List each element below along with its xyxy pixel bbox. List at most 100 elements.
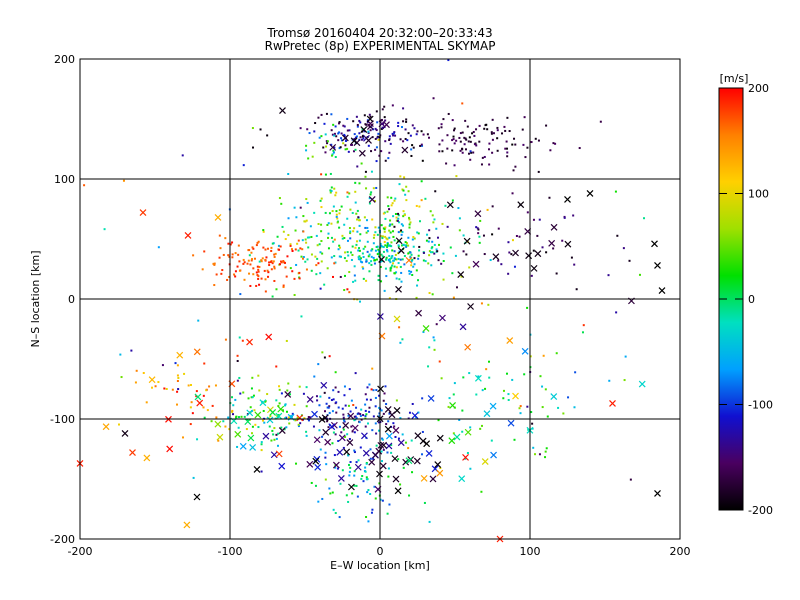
scatter-point: [339, 255, 342, 258]
scatter-point: [402, 466, 405, 469]
scatter-point: [384, 226, 387, 229]
scatter-point: [496, 137, 499, 140]
scatter-cross: [439, 314, 446, 322]
scatter-point: [229, 243, 232, 246]
scatter-cross: [550, 393, 558, 401]
scatter-point: [527, 428, 530, 431]
scatter-point: [573, 406, 576, 409]
scatter-point: [393, 199, 396, 202]
scatter-point: [343, 289, 346, 292]
scatter-point: [375, 389, 378, 392]
scatter-point: [308, 132, 311, 135]
scatter-point: [383, 116, 386, 119]
scatter-point: [377, 274, 380, 277]
scatter-point: [367, 230, 370, 233]
scatter-point: [257, 277, 260, 280]
scatter-point: [320, 240, 323, 243]
scatter-point: [243, 261, 246, 264]
scatter-point: [275, 288, 278, 291]
scatter-point: [320, 173, 323, 176]
scatter-point: [500, 263, 503, 266]
scatter-point: [392, 132, 395, 135]
scatter-point: [511, 378, 514, 381]
scatter-point: [362, 247, 365, 250]
scatter-cross: [139, 209, 147, 217]
scatter-point: [463, 136, 466, 139]
scatter-point: [246, 262, 249, 265]
scatter-point: [286, 410, 289, 413]
scatter-point: [289, 267, 292, 270]
scatter-point: [340, 137, 343, 140]
y-tick-label: -200: [50, 533, 75, 546]
scatter-point: [336, 221, 339, 224]
scatter-cross: [306, 460, 314, 468]
scatter-cross: [183, 521, 191, 529]
scatter-point: [442, 252, 445, 255]
scatter-point: [249, 284, 252, 287]
scatter-point: [458, 217, 461, 220]
scatter-cross: [548, 239, 556, 247]
scatter-point: [458, 229, 461, 232]
scatter-point: [348, 388, 351, 391]
scatter-point: [362, 137, 365, 140]
scatter-point: [333, 238, 336, 241]
scatter-point: [249, 263, 252, 266]
scatter-cross: [507, 419, 515, 427]
scatter-cross: [457, 271, 465, 278]
scatter-point: [355, 406, 358, 409]
scatter-point: [213, 262, 216, 265]
scatter-point: [368, 406, 371, 409]
scatter-point: [462, 250, 465, 253]
scatter-point: [333, 134, 336, 137]
scatter-point: [324, 151, 327, 154]
y-axis-label: N–S location [km]: [29, 250, 42, 347]
scatter-point: [358, 119, 361, 122]
scatter-point: [218, 256, 221, 259]
scatter-point: [408, 411, 411, 414]
scatter-cross: [395, 237, 403, 245]
scatter-point: [277, 414, 280, 417]
scatter-point: [342, 446, 345, 449]
scatter-point: [381, 126, 384, 129]
scatter-point: [250, 396, 253, 399]
scatter-point: [320, 260, 323, 263]
scatter-point: [227, 416, 230, 419]
scatter-cross: [506, 337, 514, 344]
scatter-point: [380, 450, 383, 453]
scatter-point: [505, 372, 508, 375]
scatter-point: [374, 422, 377, 425]
scatter-point: [176, 364, 179, 367]
scatter-point: [464, 119, 467, 122]
scatter-point: [395, 266, 398, 269]
scatter-point: [384, 385, 387, 388]
scatter-point: [402, 189, 405, 192]
scatter-point: [433, 243, 436, 246]
scatter-point: [542, 354, 545, 357]
scatter-point: [415, 269, 418, 272]
scatter-point: [326, 406, 329, 409]
scatter-point: [407, 417, 410, 420]
scatter-point: [453, 164, 456, 167]
scatter-point: [273, 438, 276, 441]
scatter-point: [431, 293, 434, 296]
scatter-point: [360, 138, 363, 141]
scatter-point: [416, 231, 419, 234]
scatter-point: [557, 406, 560, 409]
scatter-point: [257, 374, 260, 377]
scatter-point: [364, 415, 367, 418]
scatter-point: [353, 449, 356, 452]
scatter-point: [368, 113, 371, 116]
scatter-point: [386, 243, 389, 246]
scatter-point: [283, 261, 286, 264]
scatter-point: [304, 238, 307, 241]
scatter-point: [364, 425, 367, 428]
scatter-point: [367, 422, 370, 425]
scatter-point: [325, 145, 328, 148]
scatter-point: [387, 420, 390, 423]
scatter-point: [301, 239, 304, 242]
scatter-point: [532, 218, 535, 221]
scatter-point: [258, 265, 261, 268]
scatter-point: [545, 447, 548, 450]
scatter-point: [638, 273, 641, 276]
scatter-point: [554, 142, 557, 145]
